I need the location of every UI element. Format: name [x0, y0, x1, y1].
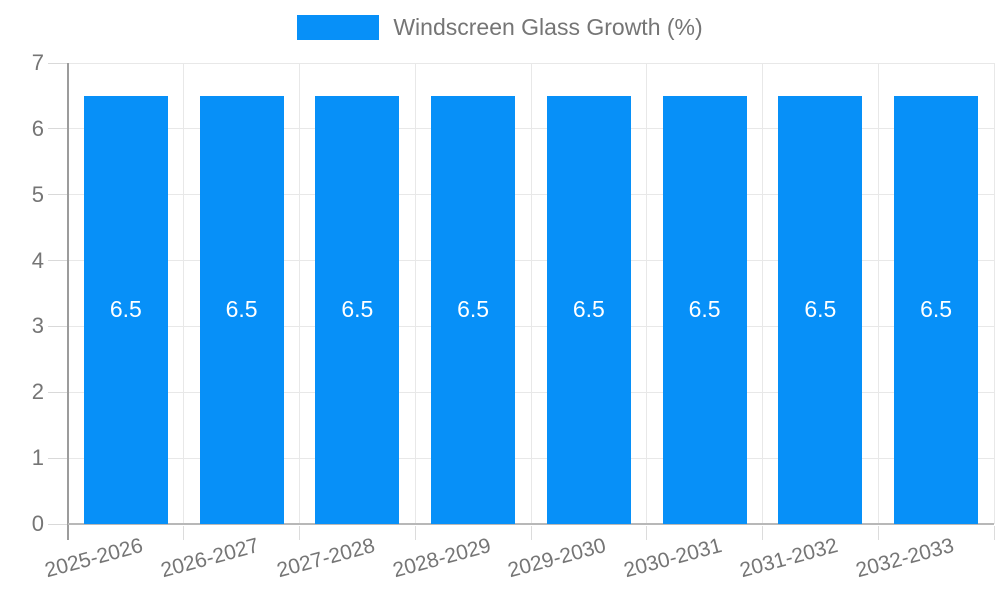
bar-value-label: 6.5 [457, 296, 490, 323]
y-tick [48, 128, 68, 130]
x-tick [183, 526, 185, 540]
y-axis-line [67, 63, 69, 540]
x-tick [646, 526, 648, 540]
x-category-label: 2025-2026 [42, 534, 146, 583]
bar-value-label: 6.5 [920, 296, 953, 323]
y-tick [48, 62, 68, 64]
x-category-label: 2028-2029 [390, 534, 494, 583]
x-category-label: 2032-2033 [853, 534, 957, 583]
x-category-label: 2029-2030 [505, 534, 609, 583]
y-tick [48, 457, 68, 459]
x-category-label: 2031-2032 [737, 534, 841, 583]
y-tick [48, 523, 68, 525]
legend-swatch [297, 15, 380, 40]
bar[interactable]: 6.5 [662, 95, 747, 524]
bar[interactable]: 6.5 [199, 95, 284, 524]
y-tick-label: 1 [31, 445, 44, 471]
x-tick [877, 526, 879, 540]
bar[interactable]: 6.5 [431, 95, 516, 524]
bar[interactable]: 6.5 [83, 95, 168, 524]
y-tick [48, 325, 68, 327]
bar-value-label: 6.5 [341, 296, 374, 323]
x-gridline [414, 63, 416, 524]
bar[interactable]: 6.5 [778, 95, 863, 524]
x-tick [530, 526, 532, 540]
x-category-label: 2026-2027 [158, 534, 262, 583]
y-tick [48, 194, 68, 196]
x-gridline [877, 63, 879, 524]
x-gridline [993, 63, 995, 524]
x-gridline [299, 63, 300, 524]
bar-value-label: 6.5 [688, 296, 721, 323]
y-tick-label: 2 [31, 379, 44, 405]
x-tick [993, 526, 995, 540]
legend[interactable]: Windscreen Glass Growth (%) [0, 14, 1000, 41]
bar-value-label: 6.5 [109, 296, 142, 323]
bar-value-label: 6.5 [225, 296, 258, 323]
y-tick-label: 6 [31, 115, 44, 141]
y-tick [48, 260, 68, 262]
x-axis-line [68, 523, 994, 525]
x-gridline [183, 63, 185, 524]
x-tick [762, 526, 763, 540]
bar[interactable]: 6.5 [546, 95, 631, 524]
bar[interactable]: 6.5 [315, 95, 400, 524]
x-tick [414, 526, 416, 540]
bar[interactable]: 6.5 [894, 95, 979, 524]
y-tick-label: 3 [31, 313, 44, 339]
bar-value-label: 6.5 [572, 296, 605, 323]
x-gridline [646, 63, 648, 524]
y-tick-label: 0 [31, 511, 44, 536]
y-tick-label: 5 [31, 181, 44, 207]
x-category-label: 2030-2031 [621, 534, 725, 583]
bar-value-label: 6.5 [804, 296, 837, 323]
x-gridline [762, 63, 763, 524]
x-gridline [530, 63, 532, 524]
y-tick-label: 7 [31, 50, 44, 75]
legend-label: Windscreen Glass Growth (%) [393, 14, 703, 40]
x-tick [299, 526, 300, 540]
y-tick-label: 4 [31, 247, 44, 273]
y-tick [48, 391, 68, 393]
x-category-label: 2027-2028 [274, 534, 378, 583]
